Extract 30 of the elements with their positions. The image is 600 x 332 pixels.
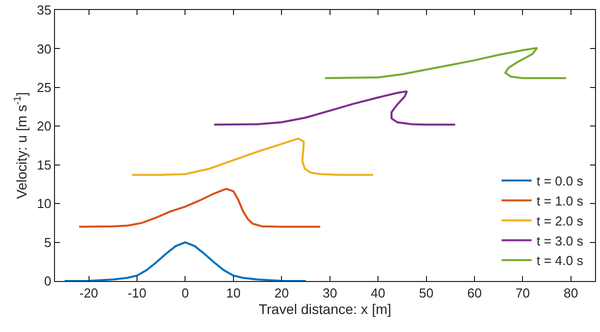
x-tick-label: 60: [467, 286, 482, 301]
y-tick-label: 5: [44, 234, 52, 250]
y-tick-label: 25: [36, 80, 52, 95]
legend-label: t = 3.0 s: [536, 233, 584, 248]
line-series: [324, 46, 568, 80]
x-tick-label: 70: [515, 286, 530, 301]
x-tick-label: -10: [128, 286, 146, 301]
y-tick-label: 20: [36, 118, 52, 134]
x-tick-label: 40: [370, 286, 386, 301]
y-tick-label: 10: [36, 196, 52, 212]
x-tick-label: 80: [564, 286, 578, 301]
x-axis-title: Travel distance: x [m]: [258, 300, 392, 317]
x-tick-label: 50: [419, 286, 434, 301]
x-tick-label: 20: [274, 286, 289, 301]
legend-label: t = 4.0 s: [536, 253, 584, 268]
y-tick-label: 0: [44, 274, 52, 289]
y-tick-label: 15: [36, 157, 52, 172]
legend-label: t = 0.0 s: [536, 174, 584, 189]
x-tick-label: 30: [322, 286, 338, 301]
line-series: [64, 241, 307, 281]
line-series: [213, 90, 456, 126]
y-tick-label: 35: [36, 2, 52, 18]
x-tick-label: -20: [79, 286, 98, 301]
legend-label: t = 1.0 s: [536, 194, 584, 208]
y-tick-label: 30: [36, 41, 52, 56]
x-tick-label: 0: [182, 286, 189, 301]
line-series: [131, 138, 374, 176]
x-tick-label: 10: [226, 286, 241, 301]
line-series: [78, 188, 322, 228]
legend-label: t = 2.0 s: [536, 213, 584, 228]
